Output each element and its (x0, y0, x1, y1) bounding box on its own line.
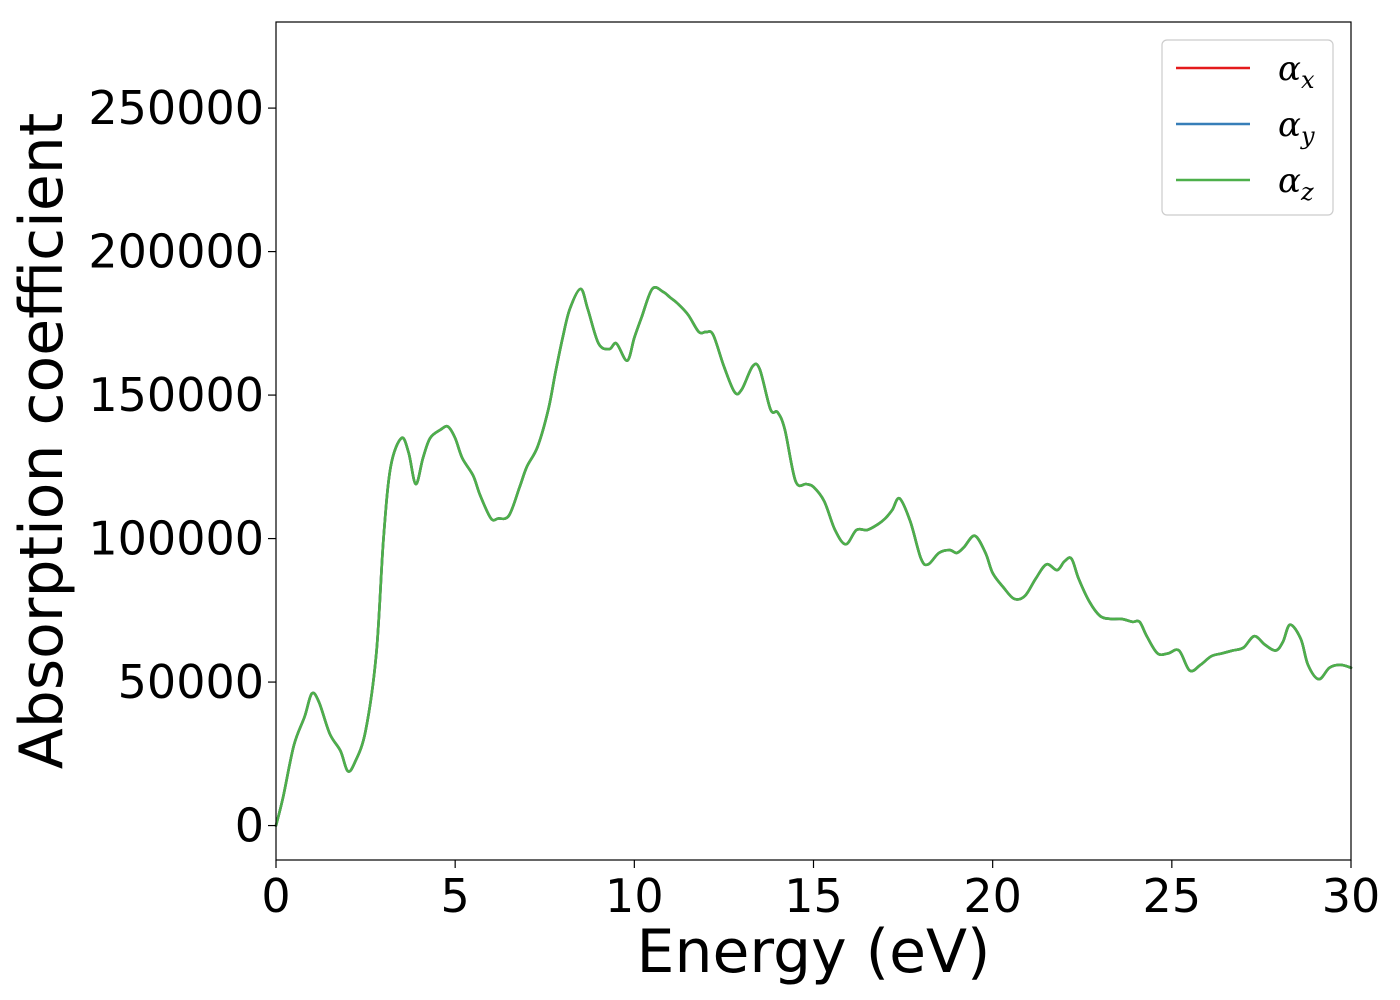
x-axis-ticks: 0 5 10 15 20 25 30 (261, 860, 1380, 923)
x-tick-label: 5 (441, 869, 470, 923)
series-line-alpha-y (274, 286, 1353, 827)
series-line-alpha-z (274, 286, 1353, 827)
y-tick-label: 250000 (88, 81, 264, 135)
x-tick-label: 10 (605, 869, 664, 923)
x-axis-title: Energy (eV) (637, 917, 991, 987)
legend-label-z: αz (1278, 161, 1314, 206)
y-axis-ticks: 0 50000 100000 150000 200000 250000 (88, 81, 276, 853)
x-tick-label: 30 (1322, 869, 1381, 923)
y-tick-label: 150000 (88, 368, 264, 422)
x-tick-label: 25 (1143, 869, 1202, 923)
legend-box (1161, 39, 1334, 216)
x-tick-label: 20 (963, 869, 1022, 923)
series-line-alpha-x (274, 286, 1353, 827)
y-tick-label: 100000 (88, 512, 264, 566)
x-tick-label: 15 (784, 869, 843, 923)
x-tick-label: 0 (261, 869, 290, 923)
y-tick-label: 200000 (88, 225, 264, 279)
y-axis-title: Absorption coefficient (7, 113, 77, 770)
series-layer (274, 286, 1353, 827)
y-tick-label: 50000 (118, 655, 264, 709)
y-tick-label: 0 (235, 799, 264, 853)
